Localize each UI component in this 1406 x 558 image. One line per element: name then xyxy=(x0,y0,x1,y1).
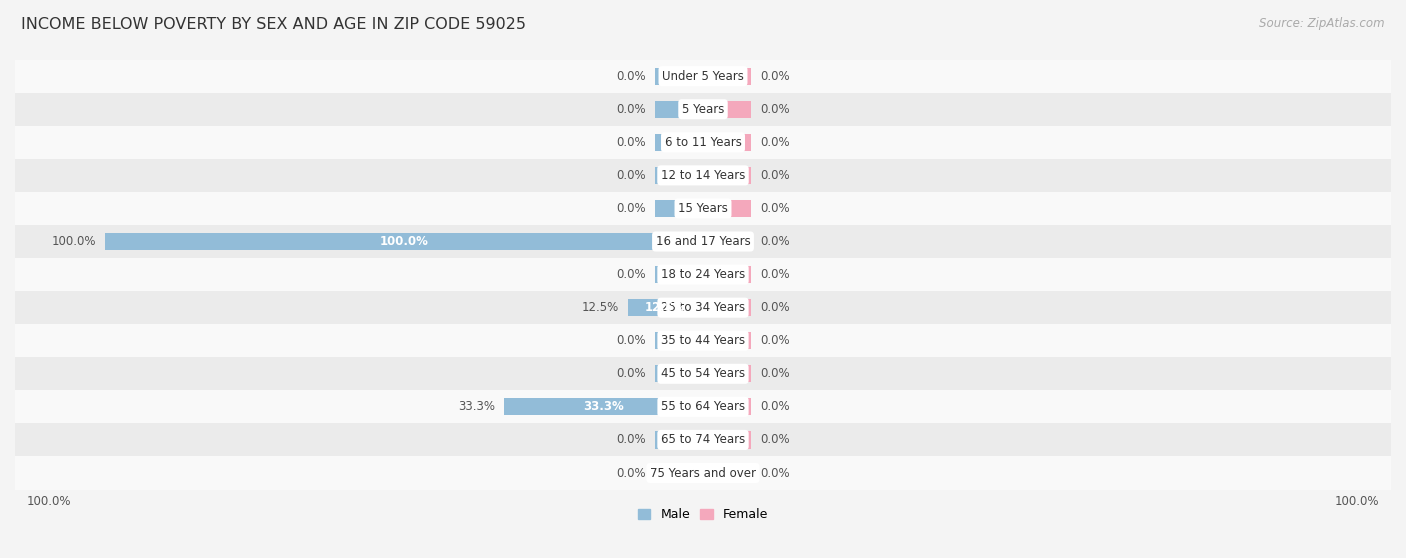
Text: 6 to 11 Years: 6 to 11 Years xyxy=(665,136,741,149)
Bar xyxy=(703,299,751,316)
Bar xyxy=(655,431,703,449)
Text: 33.3%: 33.3% xyxy=(583,401,624,413)
Text: 16 and 17 Years: 16 and 17 Years xyxy=(655,235,751,248)
Text: 100.0%: 100.0% xyxy=(1334,494,1379,508)
Bar xyxy=(655,68,703,85)
Text: 0.0%: 0.0% xyxy=(617,466,647,479)
Text: 0.0%: 0.0% xyxy=(759,70,789,83)
Bar xyxy=(15,60,1391,93)
Text: 0.0%: 0.0% xyxy=(617,70,647,83)
Bar xyxy=(703,167,751,184)
Bar xyxy=(655,332,703,349)
Text: 0.0%: 0.0% xyxy=(617,268,647,281)
Text: 65 to 74 Years: 65 to 74 Years xyxy=(661,434,745,446)
Bar xyxy=(15,192,1391,225)
Bar xyxy=(655,100,703,118)
Text: 0.0%: 0.0% xyxy=(617,169,647,182)
Text: 0.0%: 0.0% xyxy=(759,103,789,116)
Bar xyxy=(655,266,703,283)
Bar xyxy=(15,424,1391,456)
Bar xyxy=(655,200,703,217)
Text: 0.0%: 0.0% xyxy=(759,434,789,446)
Text: 35 to 44 Years: 35 to 44 Years xyxy=(661,334,745,347)
Text: 0.0%: 0.0% xyxy=(759,169,789,182)
Bar xyxy=(15,225,1391,258)
Text: 55 to 64 Years: 55 to 64 Years xyxy=(661,401,745,413)
Text: 25 to 34 Years: 25 to 34 Years xyxy=(661,301,745,314)
Text: 0.0%: 0.0% xyxy=(617,334,647,347)
Legend: Male, Female: Male, Female xyxy=(633,503,773,526)
Text: 0.0%: 0.0% xyxy=(759,136,789,149)
Text: 15 Years: 15 Years xyxy=(678,202,728,215)
Bar xyxy=(703,431,751,449)
Bar xyxy=(503,398,703,416)
Text: 0.0%: 0.0% xyxy=(759,367,789,381)
Bar xyxy=(15,456,1391,489)
Text: 0.0%: 0.0% xyxy=(759,268,789,281)
Text: 0.0%: 0.0% xyxy=(759,401,789,413)
Bar xyxy=(703,398,751,416)
Text: 0.0%: 0.0% xyxy=(617,202,647,215)
Text: 33.3%: 33.3% xyxy=(458,401,495,413)
Bar xyxy=(15,258,1391,291)
Bar xyxy=(703,464,751,482)
Bar xyxy=(655,134,703,151)
Bar xyxy=(15,391,1391,424)
Bar xyxy=(655,365,703,382)
Bar xyxy=(703,134,751,151)
Bar xyxy=(655,464,703,482)
Bar xyxy=(703,332,751,349)
Text: 0.0%: 0.0% xyxy=(759,334,789,347)
Text: 5 Years: 5 Years xyxy=(682,103,724,116)
Bar xyxy=(703,100,751,118)
Text: 45 to 54 Years: 45 to 54 Years xyxy=(661,367,745,381)
Bar xyxy=(703,266,751,283)
Text: 0.0%: 0.0% xyxy=(759,202,789,215)
Text: 0.0%: 0.0% xyxy=(759,466,789,479)
Bar xyxy=(655,167,703,184)
Text: 0.0%: 0.0% xyxy=(617,136,647,149)
Text: 100.0%: 100.0% xyxy=(51,235,96,248)
Text: 0.0%: 0.0% xyxy=(617,103,647,116)
Bar xyxy=(104,233,703,250)
Bar xyxy=(703,365,751,382)
Text: 12.5%: 12.5% xyxy=(645,301,686,314)
Bar xyxy=(15,324,1391,357)
Bar xyxy=(15,159,1391,192)
Text: Under 5 Years: Under 5 Years xyxy=(662,70,744,83)
Bar xyxy=(15,291,1391,324)
Text: INCOME BELOW POVERTY BY SEX AND AGE IN ZIP CODE 59025: INCOME BELOW POVERTY BY SEX AND AGE IN Z… xyxy=(21,17,526,32)
Text: 12.5%: 12.5% xyxy=(582,301,619,314)
Text: 0.0%: 0.0% xyxy=(759,301,789,314)
Text: 0.0%: 0.0% xyxy=(617,367,647,381)
Bar xyxy=(703,200,751,217)
Text: Source: ZipAtlas.com: Source: ZipAtlas.com xyxy=(1260,17,1385,30)
Bar xyxy=(15,357,1391,391)
Bar xyxy=(703,68,751,85)
Text: 100.0%: 100.0% xyxy=(27,494,72,508)
Text: 75 Years and over: 75 Years and over xyxy=(650,466,756,479)
Text: 0.0%: 0.0% xyxy=(617,434,647,446)
Bar xyxy=(15,126,1391,159)
Text: 0.0%: 0.0% xyxy=(759,235,789,248)
Bar xyxy=(15,93,1391,126)
Bar xyxy=(703,233,751,250)
Text: 12 to 14 Years: 12 to 14 Years xyxy=(661,169,745,182)
Text: 18 to 24 Years: 18 to 24 Years xyxy=(661,268,745,281)
Text: 100.0%: 100.0% xyxy=(380,235,429,248)
Bar xyxy=(628,299,703,316)
